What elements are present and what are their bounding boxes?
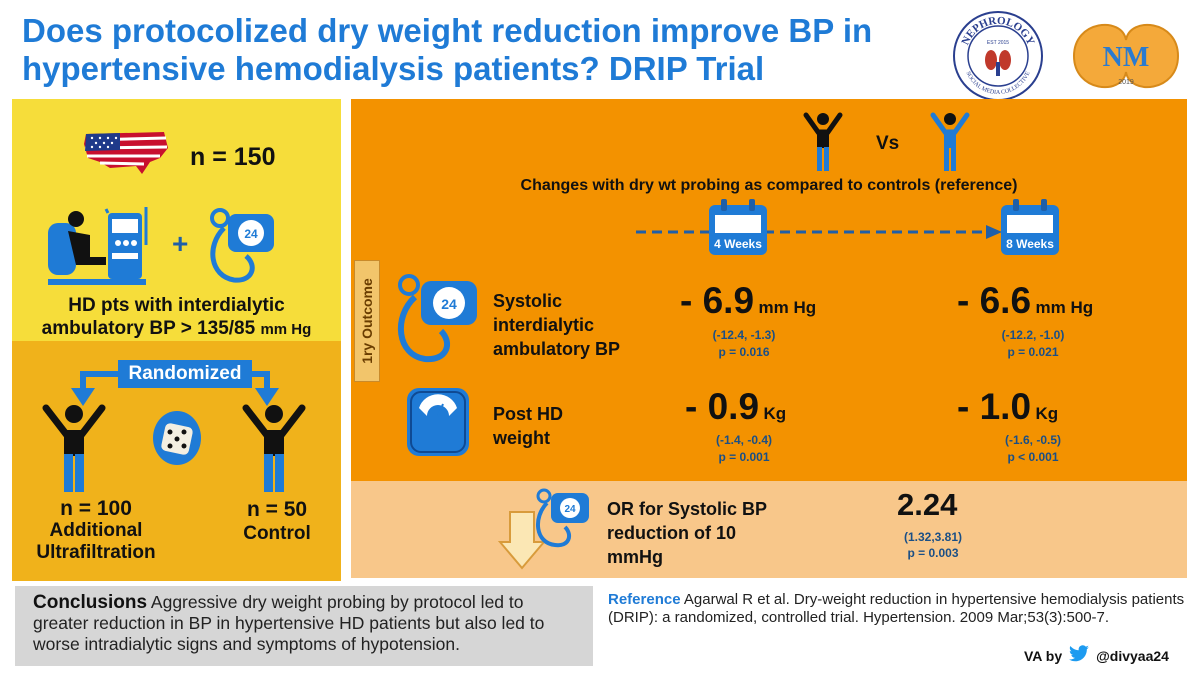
nm-logo-letters: NM: [1103, 42, 1150, 73]
weight-week4-result: - 0.9 Kg: [685, 386, 786, 428]
nm-logo: NM 2019: [1062, 10, 1190, 102]
sbp-week8-unit: mm Hg: [1035, 298, 1094, 317]
weight-week4-ci: (-1.4, -0.4): [715, 433, 772, 447]
control-person-icon: [930, 112, 970, 177]
population-criteria-line1: HD pts with interdialytic: [68, 295, 285, 316]
comparison-subtitle: Changes with dry wt probing as compared …: [520, 177, 1018, 194]
primary-outcome-tag: 1ry Outcome: [354, 260, 380, 382]
or-label-line3: mmHg: [607, 547, 664, 567]
reference-block: Reference Agarwal R et al. Dry-weight re…: [608, 591, 1193, 627]
or-p: p = 0.003: [907, 546, 959, 560]
sbp-week8-result: - 6.6 mm Hg: [957, 280, 1093, 322]
conclusions-box: Conclusions Aggressive dry weight probin…: [15, 586, 593, 666]
credit-handle[interactable]: @divyaa24: [1096, 647, 1169, 664]
sbp-week4-ci: (-12.4, -1.3): [712, 328, 776, 342]
week8-label: 8 Weeks: [1001, 235, 1059, 253]
svg-text:24: 24: [441, 296, 457, 312]
weight-label-line1: Post HD: [493, 404, 564, 424]
or-ci: (1.32,3.81): [903, 530, 963, 544]
or-outcome-label: OR for Systolic BP reduction of 10 mmHg: [607, 497, 767, 569]
twitter-bird-icon: [1068, 645, 1090, 666]
population-n: n = 150: [190, 143, 276, 171]
person-arms-up-icon: [42, 404, 106, 499]
sbp-week4-result: - 6.9 mm Hg: [680, 280, 816, 322]
dialysis-patient-icon: [46, 205, 156, 292]
nm-logo-year: 2019: [1118, 79, 1134, 86]
weight-week4-p: p = 0.001: [718, 450, 770, 464]
weight-week8-p: p < 0.001: [1007, 450, 1059, 464]
arm1-label: n = 100 Additional Ultrafiltration: [22, 498, 170, 564]
arm2-name: Control: [243, 523, 311, 544]
sbp-outcome-label: Systolic interdialytic ambulatory BP: [493, 289, 620, 361]
sbp-label-line2: interdialytic: [493, 315, 595, 335]
conclusions-heading: Conclusions: [33, 592, 148, 613]
sbp-week4-unit: mm Hg: [758, 298, 817, 317]
or-value: 2.24: [897, 487, 958, 522]
timeline-arrow: [636, 222, 1006, 247]
sbp-week8-ci: (-12.2, -1.0): [1001, 328, 1065, 342]
conclusions-text: Aggressive dry weight probing by protoco…: [33, 592, 545, 654]
or-stats: (1.32,3.81) p = 0.003: [885, 530, 981, 560]
primary-outcome-label: 1ry Outcome: [359, 278, 375, 364]
sbp-week4-stats: (-12.4, -1.3) p = 0.016: [684, 328, 804, 359]
sbp-week4-p: p = 0.016: [718, 345, 770, 359]
down-arrow-icon: [497, 510, 547, 575]
intervention-person-icon: [803, 112, 843, 177]
randomized-label: Randomized: [118, 360, 252, 388]
weight-outcome-label: Post HD weight: [493, 402, 563, 450]
arm1-n: n = 100: [60, 497, 132, 520]
credit: VA by @divyaa24: [1024, 645, 1169, 666]
svg-text:24: 24: [244, 227, 258, 241]
plus-icon: +: [172, 228, 189, 259]
reference-heading: Reference: [608, 591, 681, 608]
sbp-week4-value: - 6.9: [680, 280, 755, 321]
nephrology-logo: NEPHROLOGY SOCIAL MEDIA COLLECTIVE EST 2…: [952, 10, 1044, 102]
sbp-label-line1: Systolic: [493, 291, 563, 311]
page-title: Does protocolized dry weight reduction i…: [22, 12, 873, 87]
or-label-line1: OR for Systolic BP: [607, 499, 768, 519]
arm1-name-line2: Ultrafiltration: [36, 542, 156, 563]
calendar-icon: 4 Weeks: [707, 199, 769, 257]
arm1-name-line1: Additional: [49, 520, 143, 541]
weight-week4-unit: Kg: [763, 404, 787, 423]
population-criteria-unit: mm Hg: [260, 321, 312, 338]
odds-ratio-band: [351, 481, 1187, 578]
weight-week8-stats: (-1.6, -0.5) p < 0.001: [973, 433, 1093, 464]
arm2-n: n = 50: [246, 498, 308, 521]
sbp-week8-value: - 6.6: [957, 280, 1032, 321]
population-criteria: HD pts with interdialytic ambulatory BP …: [12, 294, 341, 341]
week4-label: 4 Weeks: [709, 235, 767, 253]
credit-prefix: VA by: [1024, 647, 1063, 664]
reference-text: Agarwal R et al. Dry-weight reduction in…: [608, 591, 1185, 626]
population-panel: [12, 99, 341, 341]
scale-icon: [405, 386, 471, 463]
weight-week8-ci: (-1.6, -0.5): [1004, 433, 1061, 447]
weight-week8-unit: Kg: [1035, 404, 1059, 423]
weight-week4-value: - 0.9: [685, 386, 760, 427]
arm2-label: n = 50 Control: [222, 498, 332, 546]
nephrology-logo-est: EST 2015: [987, 40, 1009, 46]
weight-week4-stats: (-1.4, -0.4) p = 0.001: [684, 433, 804, 464]
sbp-week8-stats: (-12.2, -1.0) p = 0.021: [973, 328, 1093, 359]
or-label-line2: reduction of 10: [607, 523, 737, 543]
person-arms-up-icon: [242, 404, 306, 499]
weight-label-line2: weight: [493, 428, 550, 448]
bp-monitor-icon: 24: [206, 206, 278, 291]
dice-icon: [152, 410, 202, 471]
sbp-week8-p: p = 0.021: [1007, 345, 1059, 359]
vs-label: Vs: [876, 133, 900, 154]
bp-monitor-icon: 24: [533, 487, 591, 554]
sbp-label-line3: ambulatory BP: [493, 339, 621, 359]
usa-flag-icon: [80, 128, 172, 187]
svg-text:24: 24: [564, 504, 576, 515]
bp-monitor-icon: 24: [393, 271, 481, 372]
weight-week8-result: - 1.0 Kg: [957, 386, 1058, 428]
calendar-icon: 8 Weeks: [999, 199, 1061, 257]
weight-week8-value: - 1.0: [957, 386, 1032, 427]
population-criteria-line2: ambulatory BP > 135/85: [41, 318, 256, 339]
